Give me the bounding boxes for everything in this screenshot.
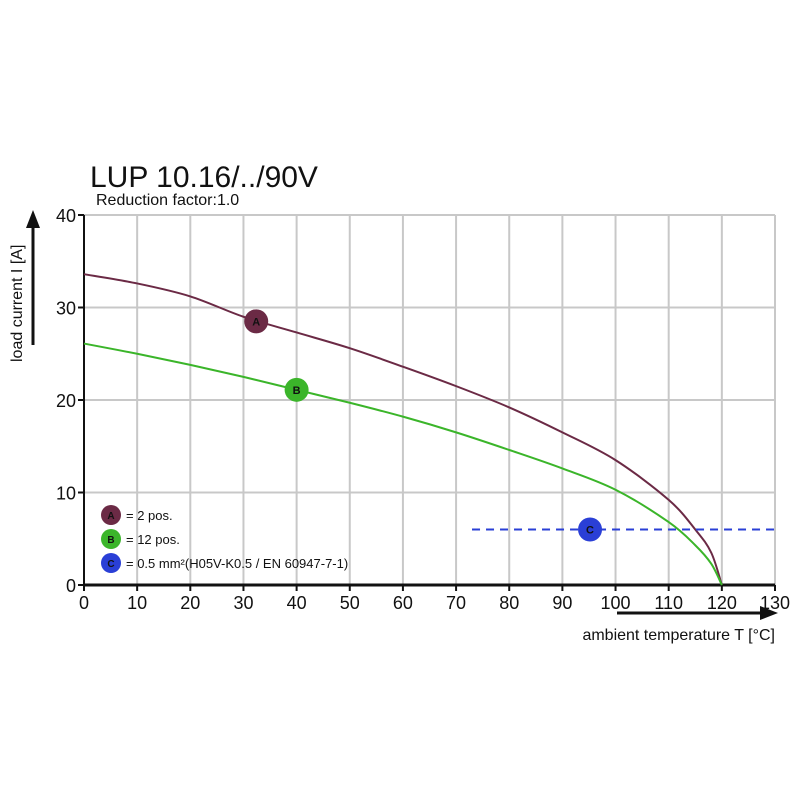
- x-tick-label: 100: [601, 593, 631, 613]
- x-tick-label: 90: [552, 593, 572, 613]
- legend-marker-label: B: [107, 535, 114, 546]
- x-tick-label: 50: [340, 593, 360, 613]
- x-tick-label: 110: [654, 593, 683, 613]
- series-marker-A: [244, 309, 269, 334]
- x-tick-label: 120: [707, 593, 737, 613]
- chart-subtitle: Reduction factor:1.0: [96, 192, 239, 209]
- legend-entry: = 2 pos.: [126, 508, 173, 523]
- x-arrow-head: [760, 606, 778, 620]
- legend: A = 2 pos. B = 12 pos. C = 0.5 mm²(H05V-K0.5 …: [101, 505, 348, 573]
- series-marker-C: [578, 517, 603, 542]
- chart-title: LUP 10.16/../90V: [90, 161, 318, 194]
- x-tick-label: 60: [393, 593, 413, 613]
- legend-marker-label: A: [107, 511, 114, 522]
- y-tick-label: 20: [56, 391, 76, 411]
- legend-marker-A: [101, 505, 121, 525]
- series-line-B: [83, 342, 723, 586]
- series-marker-label: A: [252, 316, 260, 328]
- x-tick-label: 70: [446, 593, 466, 613]
- legend-entry: = 0.5 mm²(H05V-K0.5 / EN 60947-7-1): [126, 556, 348, 571]
- series-marker-B: [284, 377, 309, 402]
- y-tick-label: 30: [56, 299, 76, 319]
- series-group: A B C: [83, 273, 775, 586]
- x-tick-label: 20: [180, 593, 200, 613]
- y-axis-label: load current I [A]: [9, 245, 26, 362]
- y-tick-label: 10: [56, 484, 76, 504]
- series-marker-label: C: [586, 525, 594, 537]
- x-tick-label: 0: [79, 593, 89, 613]
- x-axis-label: ambient temperature T [°C]: [582, 627, 775, 644]
- legend-entry: = 12 pos.: [126, 532, 180, 547]
- y-tick-label: 0: [66, 576, 76, 596]
- series-line-A: [83, 273, 723, 586]
- x-tick-label: 30: [233, 593, 253, 613]
- series-marker-label: B: [293, 385, 301, 397]
- legend-marker-C: [101, 553, 121, 573]
- axes: 0 10 20 30 40 50 60 70 80 90 100 110 120 130 0 10 20 30 40: [26, 206, 790, 620]
- y-tick-label: 40: [56, 206, 76, 226]
- x-tick-label: 10: [127, 593, 147, 613]
- x-tick-label: 40: [287, 593, 307, 613]
- legend-marker-B: [101, 529, 121, 549]
- legend-marker-label: C: [107, 559, 114, 570]
- x-tick-label: 130: [760, 593, 790, 613]
- y-arrow-head: [26, 210, 40, 228]
- x-tick-label: 80: [499, 593, 519, 613]
